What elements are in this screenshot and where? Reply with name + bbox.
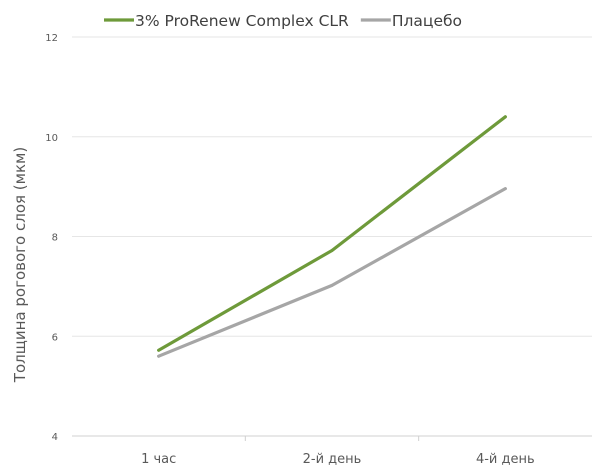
series-line-0	[157, 115, 507, 352]
legend: 3% ProRenew Complex CLR Плацебо	[104, 12, 462, 30]
series-lines	[157, 115, 507, 358]
data-point	[157, 354, 161, 358]
y-tick-label: 8	[52, 233, 58, 244]
data-point	[503, 187, 507, 191]
data-point	[330, 249, 334, 252]
y-tick-label: 12	[45, 33, 58, 44]
data-point	[330, 283, 334, 287]
legend-label-1: Плацебо	[392, 12, 462, 30]
series-line-1	[157, 187, 507, 358]
data-point	[157, 348, 161, 352]
legend-label-0: 3% ProRenew Complex CLR	[135, 12, 349, 30]
gridlines	[72, 36, 592, 337]
data-point	[503, 115, 507, 119]
x-tick-label: 4-й день	[476, 452, 535, 467]
y-tick-label: 10	[45, 133, 58, 144]
y-axis-title: Толщина рогового слоя (мкм)	[11, 147, 29, 383]
axes: 4 6 8 10 12 1 час 2-й день 4-й день	[45, 33, 592, 467]
x-tick-label: 2-й день	[303, 452, 362, 467]
x-tick-label: 1 час	[141, 452, 176, 467]
y-tick-label: 4	[52, 432, 58, 443]
y-tick-label: 6	[52, 332, 58, 343]
